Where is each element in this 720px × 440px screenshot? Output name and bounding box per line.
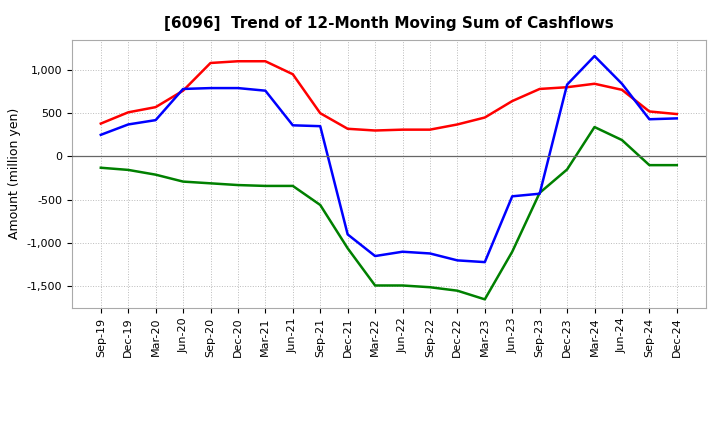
Investing Cashflow (618, 137, 626, 143)
Investing Cashflow (536, 190, 544, 195)
Free Cashflow (261, 88, 270, 93)
Operating Cashflow (179, 88, 187, 93)
Operating Cashflow (426, 127, 434, 132)
Investing Cashflow (398, 283, 407, 288)
Investing Cashflow (343, 246, 352, 251)
Operating Cashflow (618, 87, 626, 92)
Investing Cashflow (179, 179, 187, 184)
Investing Cashflow (672, 162, 681, 168)
Investing Cashflow (590, 125, 599, 130)
Free Cashflow (124, 122, 132, 127)
Operating Cashflow (563, 84, 572, 90)
Free Cashflow (398, 249, 407, 254)
Investing Cashflow (371, 283, 379, 288)
Investing Cashflow (96, 165, 105, 170)
Free Cashflow (672, 116, 681, 121)
Free Cashflow (618, 81, 626, 86)
Free Cashflow (590, 53, 599, 59)
Free Cashflow (536, 191, 544, 196)
Operating Cashflow (261, 59, 270, 64)
Operating Cashflow (206, 60, 215, 66)
Operating Cashflow (124, 110, 132, 115)
Y-axis label: Amount (million yen): Amount (million yen) (8, 108, 21, 239)
Investing Cashflow (316, 202, 325, 208)
Free Cashflow (233, 85, 242, 91)
Line: Free Cashflow: Free Cashflow (101, 56, 677, 262)
Operating Cashflow (508, 99, 516, 104)
Operating Cashflow (453, 122, 462, 127)
Free Cashflow (563, 82, 572, 87)
Line: Operating Cashflow: Operating Cashflow (101, 61, 677, 131)
Free Cashflow (508, 194, 516, 199)
Line: Investing Cashflow: Investing Cashflow (101, 127, 677, 299)
Free Cashflow (316, 124, 325, 129)
Free Cashflow (343, 232, 352, 237)
Operating Cashflow (151, 104, 160, 110)
Operating Cashflow (672, 111, 681, 117)
Investing Cashflow (124, 167, 132, 172)
Operating Cashflow (343, 126, 352, 132)
Operating Cashflow (316, 110, 325, 116)
Operating Cashflow (590, 81, 599, 86)
Investing Cashflow (480, 297, 489, 302)
Investing Cashflow (508, 249, 516, 254)
Investing Cashflow (233, 183, 242, 188)
Free Cashflow (426, 251, 434, 256)
Investing Cashflow (563, 167, 572, 172)
Free Cashflow (96, 132, 105, 137)
Investing Cashflow (453, 288, 462, 293)
Free Cashflow (453, 258, 462, 263)
Operating Cashflow (289, 72, 297, 77)
Operating Cashflow (233, 59, 242, 64)
Free Cashflow (289, 123, 297, 128)
Operating Cashflow (645, 109, 654, 114)
Investing Cashflow (289, 183, 297, 189)
Operating Cashflow (398, 127, 407, 132)
Investing Cashflow (261, 183, 270, 189)
Operating Cashflow (371, 128, 379, 133)
Investing Cashflow (151, 172, 160, 177)
Operating Cashflow (536, 86, 544, 92)
Free Cashflow (179, 86, 187, 92)
Free Cashflow (151, 117, 160, 123)
Operating Cashflow (480, 115, 489, 120)
Investing Cashflow (426, 285, 434, 290)
Free Cashflow (645, 117, 654, 122)
Operating Cashflow (96, 121, 105, 126)
Free Cashflow (206, 85, 215, 91)
Title: [6096]  Trend of 12-Month Moving Sum of Cashflows: [6096] Trend of 12-Month Moving Sum of C… (164, 16, 613, 32)
Investing Cashflow (206, 181, 215, 186)
Free Cashflow (371, 253, 379, 259)
Free Cashflow (480, 260, 489, 265)
Investing Cashflow (645, 162, 654, 168)
